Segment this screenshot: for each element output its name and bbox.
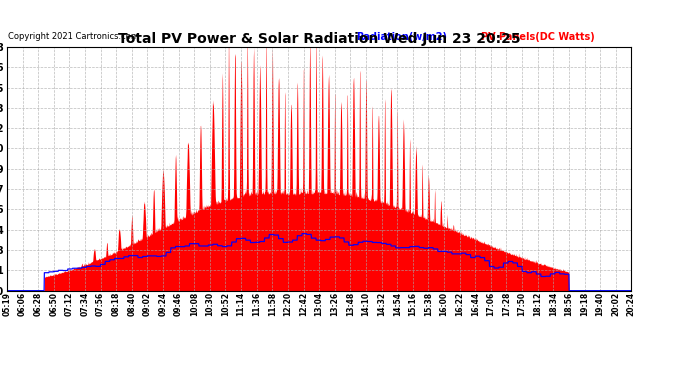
Title: Total PV Power & Solar Radiation Wed Jun 23 20:25: Total PV Power & Solar Radiation Wed Jun…: [118, 32, 520, 46]
Text: PV Panels(DC Watts): PV Panels(DC Watts): [482, 32, 595, 42]
Text: Copyright 2021 Cartronics.com: Copyright 2021 Cartronics.com: [8, 32, 139, 41]
Text: Radiation(w/m2): Radiation(w/m2): [357, 32, 448, 42]
